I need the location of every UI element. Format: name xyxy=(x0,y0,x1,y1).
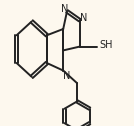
Text: N: N xyxy=(80,13,87,23)
Text: N: N xyxy=(63,71,71,81)
Text: N: N xyxy=(61,4,68,14)
Text: SH: SH xyxy=(100,40,113,50)
